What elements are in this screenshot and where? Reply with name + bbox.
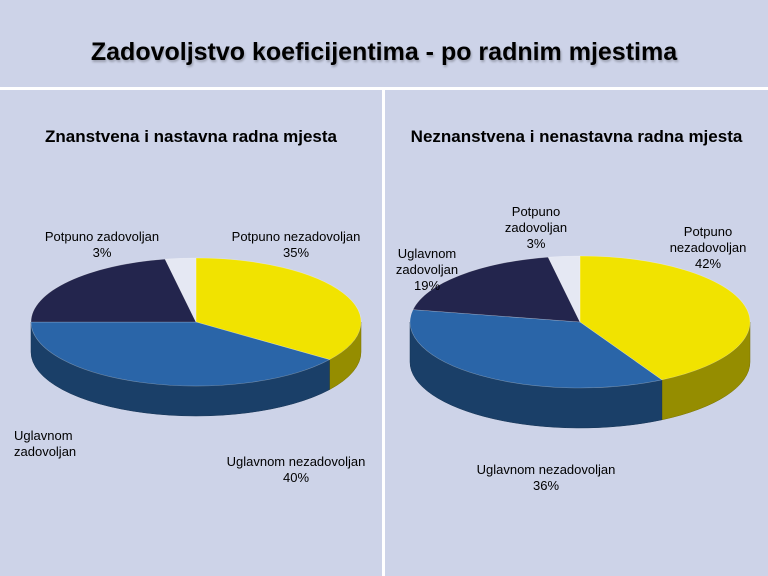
pie-top [410, 256, 750, 388]
data-label: Potpuno zadovoljan 3% [45, 229, 159, 260]
pie-top [31, 258, 361, 386]
data-label: Uglavnom zadovoljan [14, 428, 76, 459]
pie-chart-right: Potpuno nezadovoljan 42% Uglavnom nezadovol… [396, 204, 750, 493]
data-label: Uglavnom nezadovoljan 36% [477, 462, 616, 493]
data-label: Potpuno zadovoljan 3% [505, 204, 567, 251]
pie-chart-left: Potpuno nezadovoljan 35% Uglavnom nezadovo… [14, 229, 365, 485]
data-label: Uglavnom nezadovoljan 40% [227, 454, 366, 485]
data-label: Potpuno nezadovoljan 35% [232, 229, 361, 260]
data-label: Potpuno nezadovoljan 42% [670, 224, 747, 271]
